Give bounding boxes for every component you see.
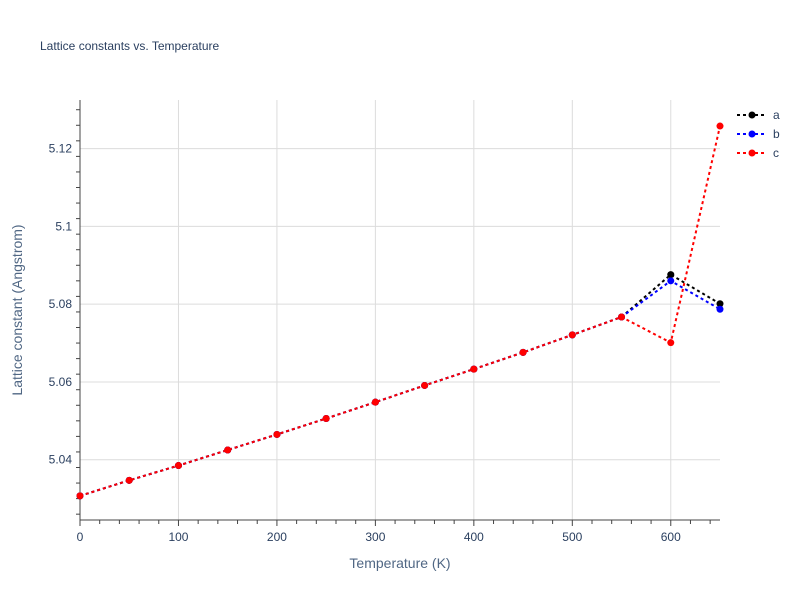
data-point-c	[519, 348, 527, 356]
legend-item-b[interactable]: b	[737, 127, 780, 141]
x-tick-label: 500	[562, 530, 582, 544]
data-point-c	[273, 430, 281, 438]
data-point-c	[618, 313, 626, 321]
y-tick-label: 5.04	[49, 453, 73, 467]
data-point-a	[716, 300, 724, 308]
y-tick-label: 5.06	[49, 375, 73, 389]
plot-area	[76, 122, 724, 500]
chart-title: Lattice constants vs. Temperature	[40, 39, 220, 53]
y-tick-label: 5.12	[49, 142, 73, 156]
data-point-c	[224, 446, 232, 454]
legend-marker	[748, 111, 756, 119]
legend-marker	[748, 130, 756, 138]
series-line-a	[79, 273, 721, 497]
x-tick-label: 600	[661, 530, 681, 544]
data-point-b	[716, 305, 724, 313]
data-point-a	[667, 271, 675, 279]
x-tick-label: 200	[267, 530, 287, 544]
data-point-c	[716, 122, 724, 130]
data-point-c	[125, 476, 133, 484]
y-axis-title: Lattice constant (Angstrom)	[9, 224, 25, 395]
x-tick-label: 400	[464, 530, 484, 544]
x-axis-title: Temperature (K)	[349, 555, 450, 571]
legend-item-c[interactable]: c	[737, 146, 779, 160]
tick-labels: 0 100 200 300 400 500 600 5.04 5.06 5.08 5.1 5.12	[49, 142, 681, 544]
legend-marker	[748, 149, 756, 157]
data-point-c	[568, 331, 576, 339]
grid-lines	[80, 100, 720, 520]
legend-label: a	[773, 108, 780, 122]
data-point-c	[371, 398, 379, 406]
series-line-c	[79, 125, 721, 497]
x-tick-label: 100	[168, 530, 188, 544]
axes	[76, 100, 720, 526]
legend[interactable]: abc	[737, 108, 780, 160]
x-tick-label: 0	[77, 530, 84, 544]
data-point-c	[174, 462, 182, 470]
y-tick-label: 5.08	[49, 297, 73, 311]
data-point-c	[322, 415, 330, 422]
data-point-b	[667, 277, 675, 285]
data-point-c	[76, 492, 84, 500]
legend-label: c	[773, 146, 779, 160]
data-point-c	[421, 381, 429, 389]
data-point-c	[470, 365, 478, 373]
data-point-c	[667, 339, 675, 347]
x-tick-label: 300	[365, 530, 385, 544]
legend-item-a[interactable]: a	[737, 108, 780, 122]
legend-label: b	[773, 127, 780, 141]
y-tick-label: 5.1	[55, 219, 72, 233]
